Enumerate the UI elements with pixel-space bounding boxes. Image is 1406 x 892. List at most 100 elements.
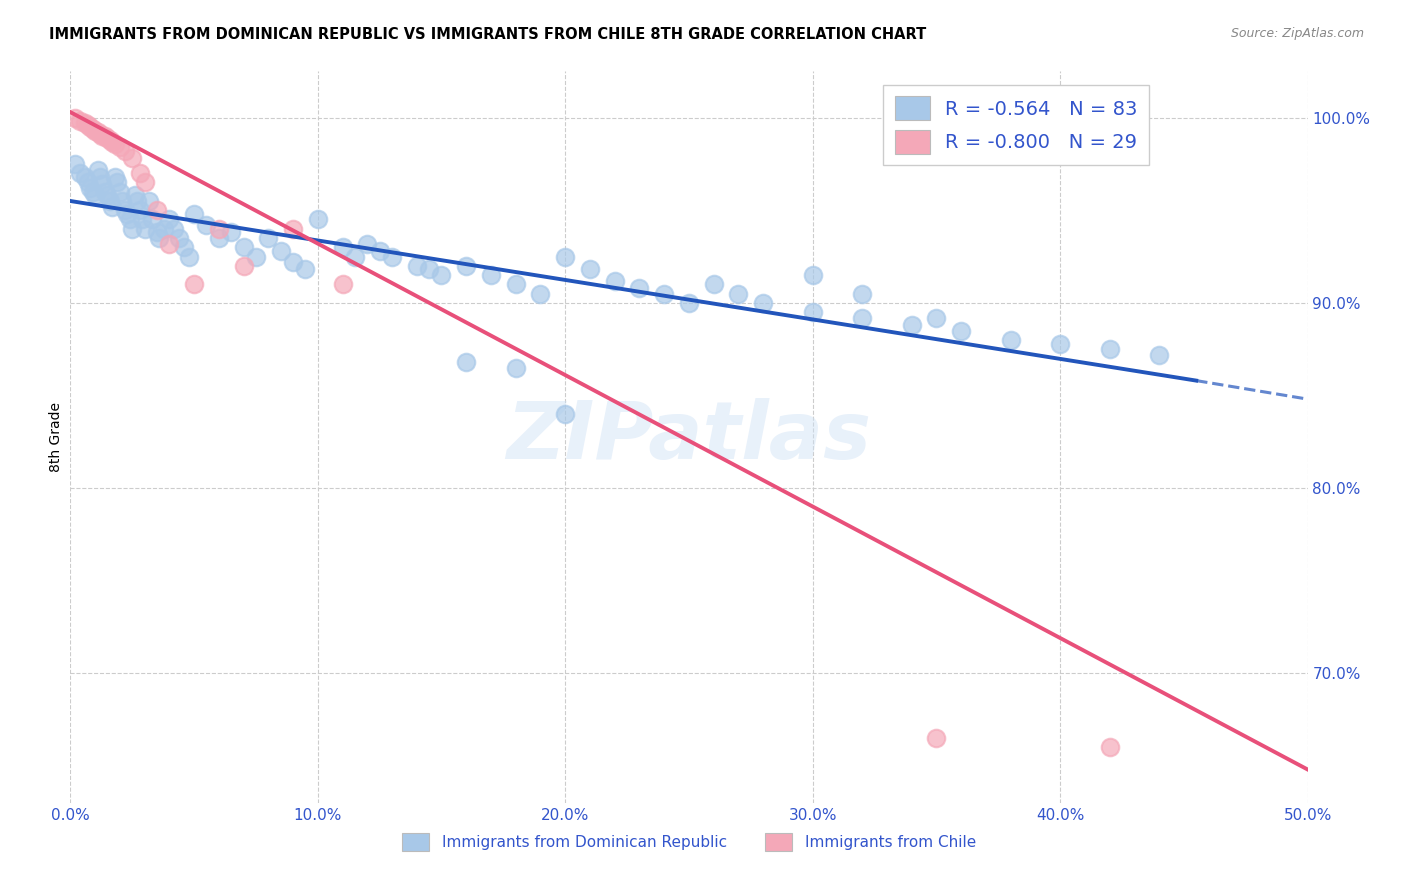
Point [86,162,108,177]
Point [108,185,131,199]
Point [332,240,354,254]
Point [104,136,127,151]
Point [801,268,824,282]
Point [82,121,104,136]
Point [76,118,98,132]
Point [270,244,292,258]
Point [134,221,156,235]
Point [1147,348,1170,362]
Point [418,262,440,277]
Point [76,176,98,190]
Point [456,355,478,369]
Point [69,166,91,180]
Point [232,259,254,273]
Point [505,277,527,292]
Text: ZIPatlas: ZIPatlas [506,398,872,476]
Point [134,176,156,190]
Point [752,295,775,310]
Point [108,140,131,154]
Point [381,250,404,264]
Point [1049,336,1071,351]
Point [79,120,101,134]
Point [96,188,118,202]
Point [146,226,169,240]
Point [925,731,948,745]
Point [1098,342,1121,356]
Point [82,185,104,199]
Point [127,194,149,208]
Point [163,221,186,235]
Point [114,203,136,218]
Text: Source: ZipAtlas.com: Source: ZipAtlas.com [1230,27,1364,40]
Point [479,268,502,282]
Point [801,305,824,319]
Point [69,114,91,128]
Point [900,318,922,332]
Point [104,169,127,184]
Point [86,126,108,140]
Point [98,194,121,208]
Point [75,169,97,184]
Point [183,207,205,221]
Point [343,250,366,264]
Point [65,111,87,125]
Point [121,221,143,235]
Point [131,212,153,227]
Point [405,259,427,273]
Point [111,194,134,208]
Point [105,176,128,190]
Point [128,203,150,218]
Point [138,194,160,208]
Point [851,286,873,301]
Point [281,221,304,235]
Point [91,178,114,192]
Point [579,262,602,277]
Point [115,207,138,221]
Point [101,135,124,149]
Point [257,231,280,245]
Point [94,185,117,199]
Point [89,128,111,142]
Point [75,116,97,130]
Point [727,286,749,301]
Point [157,236,180,251]
Point [128,166,150,180]
Point [84,188,107,202]
Point [232,240,254,254]
Point [91,129,114,144]
Point [652,286,675,301]
Point [332,277,354,292]
Y-axis label: 8th Grade: 8th Grade [49,402,63,472]
Point [851,310,873,325]
Point [118,212,141,227]
Point [146,203,169,218]
Point [65,157,87,171]
Point [153,221,176,235]
Point [703,277,725,292]
Point [173,240,195,254]
Point [281,255,304,269]
Point [925,310,948,325]
Point [678,295,700,310]
Point [456,259,478,273]
Point [101,200,124,214]
Point [1000,333,1022,347]
Point [195,218,218,232]
Point [603,274,626,288]
Legend: Immigrants from Dominican Republic, Immigrants from Chile: Immigrants from Dominican Republic, Immi… [396,827,981,857]
Point [183,277,205,292]
Point [554,250,576,264]
Point [167,231,190,245]
Point [148,231,170,245]
Point [79,181,101,195]
Point [208,231,231,245]
Point [219,226,242,240]
Text: IMMIGRANTS FROM DOMINICAN REPUBLIC VS IMMIGRANTS FROM CHILE 8TH GRADE CORRELATIO: IMMIGRANTS FROM DOMINICAN REPUBLIC VS IM… [49,27,927,42]
Point [84,123,107,137]
Point [356,236,378,251]
Point [1098,740,1121,755]
Point [554,407,576,421]
Point [114,144,136,158]
Point [368,244,391,258]
Point [505,360,527,375]
